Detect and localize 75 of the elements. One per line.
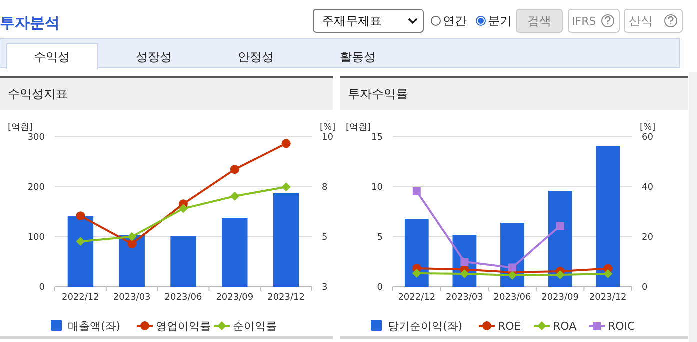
x-tick-label: 2023/06 [494,293,532,303]
y-tick-label: 0 [377,283,384,293]
text: 투자분석 [0,14,60,32]
x-tick-label: 2023/06 [164,293,202,303]
y-tick-label: 200 [28,183,46,193]
point [76,212,86,221]
y2-tick-label: 40 [642,183,654,193]
legend-label: ROE [498,320,522,333]
legend-label: 당기순이익(좌) [388,320,463,333]
text: 검색 [528,14,552,28]
point [508,264,516,272]
point [179,204,188,214]
y2-tick-label: 8 [322,182,328,193]
y-tick-label: 100 [28,233,46,243]
legend-label: 영업이익률 [156,320,211,333]
bar [273,193,300,287]
text: 안정성 [238,50,274,64]
y2-axis-title: [%] [320,123,336,133]
bar [68,216,94,287]
x-tick-label: 2023/03 [113,293,151,303]
text: 주재무제표 [322,14,382,28]
text: 분기 [488,14,512,28]
y2-axis-title: [%] [640,123,656,133]
point [230,192,240,201]
text: 성장성 [136,50,172,64]
x-tick-label: 2023/12 [589,293,627,303]
point [282,139,291,148]
bar [404,219,429,287]
point [556,270,565,280]
text: 수익성 [34,50,70,64]
y2-tick-label: 5 [322,233,328,244]
bar [222,218,248,287]
y2-tick-label: 60 [642,133,654,143]
bar [170,236,196,287]
point [282,182,291,192]
point [128,239,137,248]
bar [596,146,620,287]
x-tick-label: 2023/09 [542,293,580,303]
point [508,271,517,280]
chart-title: 수익성지표 [8,87,68,101]
point [76,237,86,246]
point [556,222,564,230]
y-tick-label: 0 [39,283,46,293]
legend-label: 매출액(좌) [68,320,121,333]
bar [548,191,572,287]
y-tick-label: 10 [372,183,384,193]
y-axis-title: [억원] [346,123,372,133]
point [412,269,422,278]
text: 활동성 [340,50,376,64]
y2-tick-label: 0 [642,283,648,293]
legend-label: 순이익률 [233,320,277,333]
point [604,270,613,278]
point [460,270,470,278]
text: 산식 [629,14,653,28]
point [230,165,240,174]
x-tick-label: 2023/09 [216,293,254,303]
y2-tick-label: 3 [322,283,328,293]
point [412,188,421,196]
point [460,258,469,266]
chart-title: 투자수익률 [348,87,408,101]
y2-tick-label: 20 [642,233,654,243]
x-tick-label: 2022/12 [398,293,436,303]
text: IFRS [572,15,596,28]
x-tick-label: 2022/12 [62,293,100,303]
y-tick-label: 15 [372,133,383,143]
y-axis-title: [억원] [8,123,34,133]
legend-label: ROIC [608,320,636,333]
y-tick-label: 300 [28,133,46,143]
y2-tick-label: 10 [322,133,334,143]
legend-label: ROA [553,320,578,333]
x-tick-label: 2023/12 [268,293,305,303]
text: 연간 [443,14,467,28]
point [128,232,137,242]
y-tick-label: 5 [377,233,383,243]
x-tick-label: 2023/03 [446,293,484,303]
